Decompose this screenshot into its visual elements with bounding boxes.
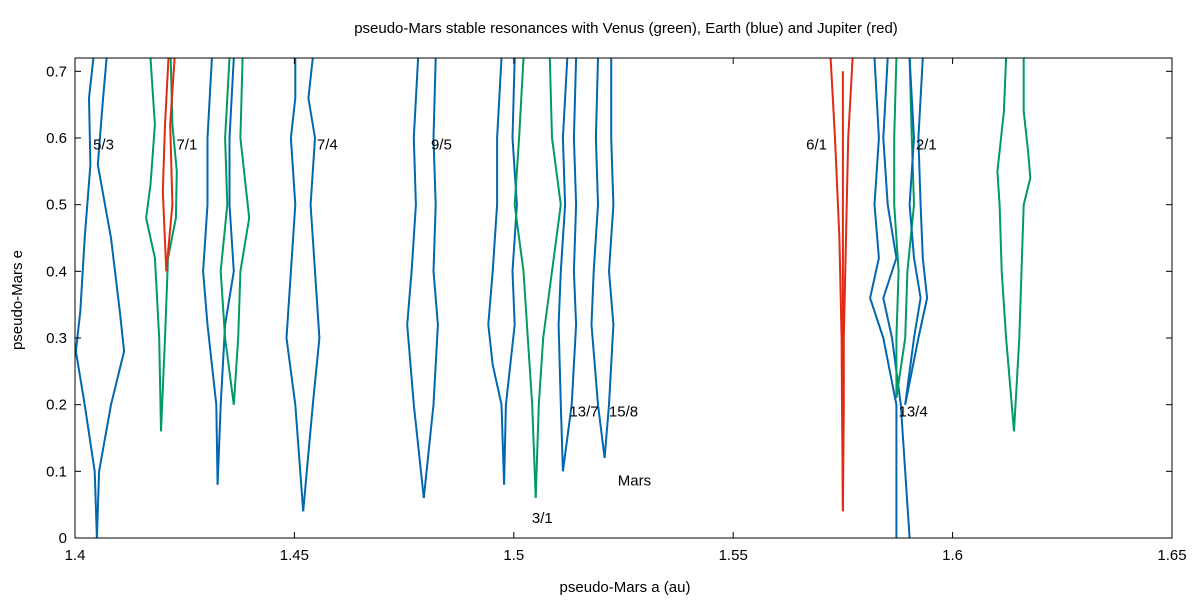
venus-resonance-curve-27 xyxy=(895,58,915,399)
y-tick-label: 0.3 xyxy=(46,330,67,347)
earth-resonance-curve-19 xyxy=(561,58,578,472)
earth-resonance-curve-24 xyxy=(869,58,898,538)
earth-resonance-curve-10 xyxy=(285,58,305,512)
y-tick-label: 0.7 xyxy=(46,63,67,80)
earth-resonance-curve-29 xyxy=(904,58,929,405)
earth-resonance-curve-1 xyxy=(75,58,98,538)
earth-resonance-curve-11 xyxy=(302,58,321,512)
resonance-label: 2/1 xyxy=(916,137,937,154)
earth-resonance-curve-7 xyxy=(216,58,235,485)
venus-resonance-curve-8 xyxy=(219,58,235,405)
y-tick-label: 0.1 xyxy=(46,463,67,480)
earth-resonance-curve-18 xyxy=(557,58,569,472)
earth-resonance-curve-0 xyxy=(95,58,126,538)
earth-resonance-curve-28 xyxy=(904,58,922,405)
x-tick-label: 1.55 xyxy=(719,547,748,564)
resonance-label: 7/1 xyxy=(176,137,197,154)
resonance-label: 5/3 xyxy=(93,137,114,154)
resonance-curves xyxy=(75,58,1032,538)
x-axis: 1.4 1.45 1.5 1.55 1.6 1.65 xyxy=(65,58,1187,564)
plot-frame xyxy=(74,57,1173,539)
earth-resonance-curve-15 xyxy=(503,58,518,485)
resonance-label: 13/7 xyxy=(569,403,598,420)
resonance-label: 15/8 xyxy=(609,403,638,420)
venus-resonance-curve-2 xyxy=(145,58,162,432)
venus-resonance-curve-3 xyxy=(160,58,178,432)
x-tick-label: 1.6 xyxy=(942,547,963,564)
y-axis-label: pseudo-Mars e xyxy=(9,250,26,350)
resonance-label: Mars xyxy=(618,473,651,490)
y-tick-label: 0.5 xyxy=(46,197,67,214)
venus-resonance-curve-16 xyxy=(513,58,537,499)
earth-resonance-curve-13 xyxy=(422,58,439,499)
resonance-label: 7/4 xyxy=(317,137,338,154)
resonance-label: 9/5 xyxy=(431,137,452,154)
y-tick-label: 0 xyxy=(59,530,67,547)
earth-resonance-curve-12 xyxy=(406,58,425,499)
jupiter-resonance-curve-22 xyxy=(829,58,844,512)
venus-resonance-curve-17 xyxy=(534,58,562,499)
venus-resonance-curve-31 xyxy=(1013,58,1032,432)
y-axis: 0 0.1 0.2 0.3 0.4 0.5 0.6 0.7 xyxy=(46,63,1172,547)
jupiter-resonance-curve-23 xyxy=(841,58,854,512)
venus-resonance-curve-9 xyxy=(232,58,251,405)
resonance-label: 6/1 xyxy=(806,137,827,154)
chart-title: pseudo-Mars stable resonances with Venus… xyxy=(354,20,898,37)
jupiter-resonance-curve-4 xyxy=(161,58,170,272)
resonance-label: 3/1 xyxy=(532,510,553,527)
venus-resonance-curve-26 xyxy=(893,58,900,398)
x-tick-label: 1.65 xyxy=(1157,547,1186,564)
earth-resonance-curve-21 xyxy=(603,58,615,459)
earth-resonance-curve-25 xyxy=(882,58,911,538)
x-tick-label: 1.45 xyxy=(280,547,309,564)
resonance-labels: 5/3 7/1 7/4 9/5 6/1 2/1 13/7 15/8 13/4 Mars 3/1 xyxy=(93,137,937,527)
venus-resonance-curve-30 xyxy=(996,58,1015,432)
y-tick-label: 0.4 xyxy=(46,263,67,280)
x-tick-label: 1.4 xyxy=(65,547,86,564)
earth-resonance-curve-6 xyxy=(202,58,219,485)
y-tick-label: 0.2 xyxy=(46,397,67,414)
resonance-label: 13/4 xyxy=(899,403,928,420)
earth-resonance-curve-14 xyxy=(487,58,506,485)
x-axis-label: pseudo-Mars a (au) xyxy=(560,579,691,596)
jupiter-resonance-curve-5 xyxy=(165,58,176,272)
earth-resonance-curve-20 xyxy=(590,58,606,459)
y-tick-label: 0.6 xyxy=(46,130,67,147)
x-tick-label: 1.5 xyxy=(503,547,524,564)
